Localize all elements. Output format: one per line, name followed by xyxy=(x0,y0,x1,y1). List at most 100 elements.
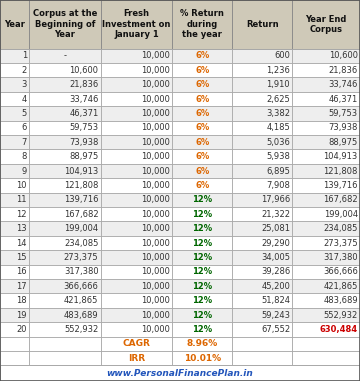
Bar xyxy=(232,63,292,77)
Bar xyxy=(29,322,101,337)
Text: 6,895: 6,895 xyxy=(266,166,290,176)
Bar xyxy=(0,322,29,337)
Text: 12%: 12% xyxy=(192,311,212,320)
Bar xyxy=(101,322,172,337)
Bar xyxy=(172,92,232,106)
Text: 2: 2 xyxy=(22,66,27,75)
Text: 7: 7 xyxy=(22,138,27,147)
Bar xyxy=(172,149,232,164)
Bar xyxy=(101,106,172,121)
Bar xyxy=(29,221,101,236)
Bar xyxy=(232,236,292,250)
Text: 18: 18 xyxy=(16,296,27,305)
Text: 19: 19 xyxy=(16,311,27,320)
Bar xyxy=(0,236,29,250)
Bar xyxy=(232,92,292,106)
Text: 10,000: 10,000 xyxy=(141,224,170,233)
Bar xyxy=(29,49,101,63)
Bar xyxy=(101,135,172,149)
Bar xyxy=(232,178,292,193)
Bar xyxy=(172,250,232,265)
Text: 6%: 6% xyxy=(195,51,210,60)
Bar xyxy=(232,77,292,92)
Text: 317,380: 317,380 xyxy=(64,267,99,276)
Text: 10,600: 10,600 xyxy=(69,66,99,75)
Bar xyxy=(232,49,292,63)
Bar xyxy=(29,207,101,221)
Bar xyxy=(29,351,101,365)
Bar xyxy=(0,250,29,265)
Bar xyxy=(0,207,29,221)
Bar xyxy=(29,49,101,63)
Bar xyxy=(172,135,232,149)
Bar xyxy=(172,77,232,92)
Text: 6%: 6% xyxy=(195,166,210,176)
Bar xyxy=(0,322,29,337)
Bar xyxy=(0,164,29,178)
Bar xyxy=(29,193,101,207)
Text: 552,932: 552,932 xyxy=(64,325,99,334)
Bar xyxy=(292,337,360,351)
Bar xyxy=(172,149,232,164)
Bar xyxy=(0,193,29,207)
Bar xyxy=(29,63,101,77)
Bar xyxy=(29,193,101,207)
Bar xyxy=(29,135,101,149)
Text: 10,000: 10,000 xyxy=(141,210,170,219)
Bar xyxy=(292,178,360,193)
Text: 46,371: 46,371 xyxy=(329,94,358,104)
Bar xyxy=(29,92,101,106)
Bar xyxy=(29,149,101,164)
Text: 33,746: 33,746 xyxy=(328,80,358,89)
Text: 421,865: 421,865 xyxy=(64,296,99,305)
Bar xyxy=(29,164,101,178)
Text: 1,910: 1,910 xyxy=(266,80,290,89)
Text: 12%: 12% xyxy=(192,267,212,276)
Bar xyxy=(101,63,172,77)
Text: Year: Year xyxy=(4,20,25,29)
Text: 139,716: 139,716 xyxy=(323,181,358,190)
Bar xyxy=(29,236,101,250)
Bar xyxy=(172,121,232,135)
Bar xyxy=(292,322,360,337)
Bar xyxy=(172,351,232,365)
Bar xyxy=(172,178,232,193)
Text: 12: 12 xyxy=(16,210,27,219)
Text: 16: 16 xyxy=(16,267,27,276)
Bar xyxy=(101,135,172,149)
Bar xyxy=(101,164,172,178)
Bar xyxy=(0,293,29,308)
Bar xyxy=(101,63,172,77)
Bar xyxy=(0,164,29,178)
Bar xyxy=(292,49,360,63)
Bar xyxy=(29,250,101,265)
Bar xyxy=(0,92,29,106)
Text: 13: 13 xyxy=(16,224,27,233)
Bar xyxy=(172,351,232,365)
Bar xyxy=(292,164,360,178)
Bar xyxy=(29,178,101,193)
Bar xyxy=(101,207,172,221)
Bar xyxy=(292,351,360,365)
Text: 5: 5 xyxy=(22,109,27,118)
Bar xyxy=(101,49,172,63)
Bar xyxy=(292,106,360,121)
Text: CAGR: CAGR xyxy=(122,339,150,348)
Bar xyxy=(292,92,360,106)
Text: 6%: 6% xyxy=(195,138,210,147)
Text: 121,808: 121,808 xyxy=(64,181,99,190)
Text: 21,836: 21,836 xyxy=(69,80,99,89)
Bar xyxy=(29,221,101,236)
Bar xyxy=(232,279,292,293)
Bar xyxy=(29,92,101,106)
Bar xyxy=(0,106,29,121)
Bar xyxy=(0,63,29,77)
Bar xyxy=(232,236,292,250)
Bar xyxy=(29,265,101,279)
Bar xyxy=(292,106,360,121)
Bar xyxy=(29,293,101,308)
Text: 10,000: 10,000 xyxy=(141,239,170,248)
Bar xyxy=(292,308,360,322)
Bar xyxy=(232,265,292,279)
Bar xyxy=(0,337,29,351)
